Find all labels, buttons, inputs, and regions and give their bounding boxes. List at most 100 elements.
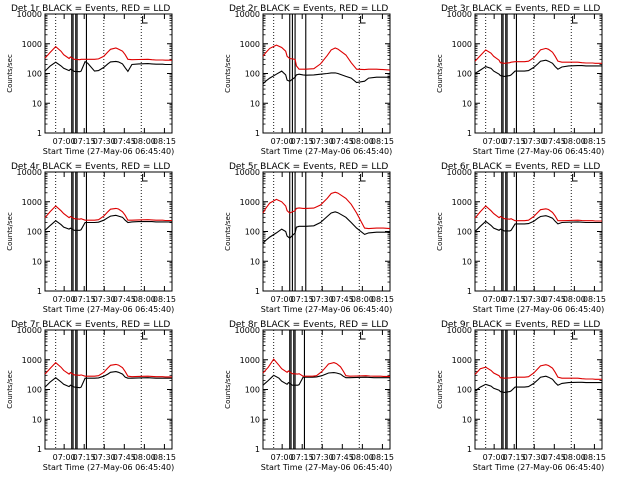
y-tick-label: 10 — [462, 99, 472, 108]
x-tick-label: 08:00 — [563, 453, 586, 462]
y-tick-label: 1000 — [240, 356, 260, 365]
y-tick-label: 1 — [255, 129, 260, 138]
lld-series-line — [44, 205, 172, 222]
y-tick-label: 10 — [462, 415, 472, 424]
bracket-mark — [142, 16, 148, 24]
x-axis-label: Start Time (27-May-06 06:45:40) — [43, 463, 174, 472]
x-tick-label: 07:00 — [53, 137, 76, 146]
panel-title: Det 3r BLACK = Events, RED = LLD — [441, 4, 600, 14]
bracket-mark — [572, 174, 578, 182]
detector-panel-3: Det 3r BLACK = Events, RED = LLD 1 10 100 10… — [436, 4, 606, 156]
y-tick-label: 10000 — [447, 168, 472, 177]
x-tick-label: 07:45 — [543, 137, 566, 146]
y-tick-label: 100 — [245, 386, 260, 395]
x-tick-label: 08:15 — [583, 295, 606, 304]
y-tick-label: 1000 — [452, 356, 472, 365]
y-tick-label: 1 — [255, 445, 260, 454]
x-tick-label: 08:15 — [371, 295, 394, 304]
panel-title: Det 5r BLACK = Events, RED = LLD — [229, 162, 388, 172]
events-series-line — [262, 372, 390, 386]
panel-title: Det 8r BLACK = Events, RED = LLD — [229, 320, 388, 330]
axes-frame — [474, 329, 603, 450]
y-tick-label: 1000 — [22, 40, 42, 49]
panel-title: Det 1r BLACK = Events, RED = LLD — [11, 4, 170, 14]
x-tick-label: 08:00 — [133, 295, 156, 304]
axes-frame — [474, 171, 603, 292]
x-tick-label: 08:00 — [563, 295, 586, 304]
axes-frame — [44, 329, 173, 450]
y-axis-label: Counts/sec — [436, 212, 444, 251]
lld-series-line — [262, 358, 390, 377]
lld-series-line — [262, 44, 391, 71]
x-tick-label: 07:45 — [543, 453, 566, 462]
x-axis-label: Start Time (27-May-06 06:45:40) — [473, 147, 604, 156]
y-tick-label: 100 — [457, 228, 472, 237]
y-axis-label: Counts/sec — [6, 212, 14, 251]
y-axis-label: Counts/sec — [224, 212, 232, 251]
bracket-mark — [572, 16, 578, 24]
y-tick-label: 10000 — [17, 168, 42, 177]
y-tick-label: 1 — [37, 445, 42, 454]
y-axis-label: Counts/sec — [436, 370, 444, 409]
x-tick-label: 07:30 — [523, 295, 546, 304]
bracket-mark — [572, 332, 578, 340]
x-tick-label: 07:15 — [291, 295, 314, 304]
detector-panel-9: Det 9r BLACK = Events, RED = LLD 1 10 100 10… — [436, 320, 606, 472]
detector-panel-7: Det 7r BLACK = Events, RED = LLD 1 10 100 10… — [6, 320, 176, 472]
x-tick-label: 08:15 — [371, 453, 394, 462]
lld-series-line — [262, 191, 391, 230]
x-axis-label: Start Time (27-May-06 06:45:40) — [473, 463, 604, 472]
x-tick-label: 07:30 — [311, 453, 334, 462]
lld-series-line — [474, 364, 602, 380]
events-series-line — [44, 371, 172, 389]
detector-panel-5: Det 5r BLACK = Events, RED = LLD 1 10 100 10… — [224, 162, 394, 314]
x-tick-label: 07:15 — [73, 453, 96, 462]
y-tick-label: 10000 — [235, 326, 260, 335]
x-tick-label: 07:45 — [113, 295, 136, 304]
x-axis-label: Start Time (27-May-06 06:45:40) — [43, 147, 174, 156]
x-axis-label: Start Time (27-May-06 06:45:40) — [261, 147, 392, 156]
y-tick-label: 1 — [37, 129, 42, 138]
x-tick-label: 08:00 — [351, 295, 374, 304]
detector-panel-4: Det 4r BLACK = Events, RED = LLD 1 10 100 10… — [6, 162, 176, 314]
y-tick-label: 100 — [27, 228, 42, 237]
y-tick-label: 10000 — [235, 168, 260, 177]
x-tick-label: 07:00 — [483, 453, 506, 462]
x-axis-label: Start Time (27-May-06 06:45:40) — [43, 305, 174, 314]
x-tick-label: 08:00 — [351, 137, 374, 146]
x-tick-label: 07:30 — [93, 137, 116, 146]
x-tick-label: 07:45 — [331, 295, 354, 304]
x-tick-label: 08:00 — [351, 453, 374, 462]
axes-frame — [44, 171, 173, 292]
detector-panel-1: Det 1r BLACK = Events, RED = LLD 1 10 100 10… — [6, 4, 176, 156]
y-tick-label: 1000 — [240, 40, 260, 49]
panel-title: Det 4r BLACK = Events, RED = LLD — [11, 162, 170, 172]
events-series-line — [44, 60, 172, 73]
axes-frame — [474, 13, 603, 134]
bracket-mark — [142, 332, 148, 340]
axes-frame — [44, 13, 173, 134]
x-tick-label: 07:30 — [93, 295, 116, 304]
x-tick-label: 07:00 — [271, 137, 294, 146]
y-tick-label: 10 — [462, 257, 472, 266]
x-tick-label: 08:00 — [563, 137, 586, 146]
x-tick-label: 07:15 — [503, 453, 526, 462]
y-tick-label: 10 — [32, 257, 42, 266]
y-tick-label: 10 — [32, 415, 42, 424]
y-axis-label: Counts/sec — [6, 370, 14, 409]
y-tick-label: 10 — [32, 99, 42, 108]
y-tick-label: 1 — [467, 287, 472, 296]
x-axis-label: Start Time (27-May-06 06:45:40) — [261, 305, 392, 314]
bracket-mark — [360, 332, 366, 340]
x-tick-label: 07:30 — [523, 453, 546, 462]
panel-title: Det 7r BLACK = Events, RED = LLD — [11, 320, 170, 330]
x-tick-label: 08:15 — [153, 453, 176, 462]
events-series-line — [474, 215, 602, 232]
x-tick-label: 08:00 — [133, 137, 156, 146]
detector-panel-2: Det 2r BLACK = Events, RED = LLD 1 10 100 10… — [224, 4, 394, 156]
events-series-line — [474, 375, 602, 393]
detector-panel-8: Det 8r BLACK = Events, RED = LLD 1 10 100 10… — [224, 320, 394, 472]
y-tick-label: 1000 — [22, 356, 42, 365]
lld-series-line — [44, 45, 172, 61]
